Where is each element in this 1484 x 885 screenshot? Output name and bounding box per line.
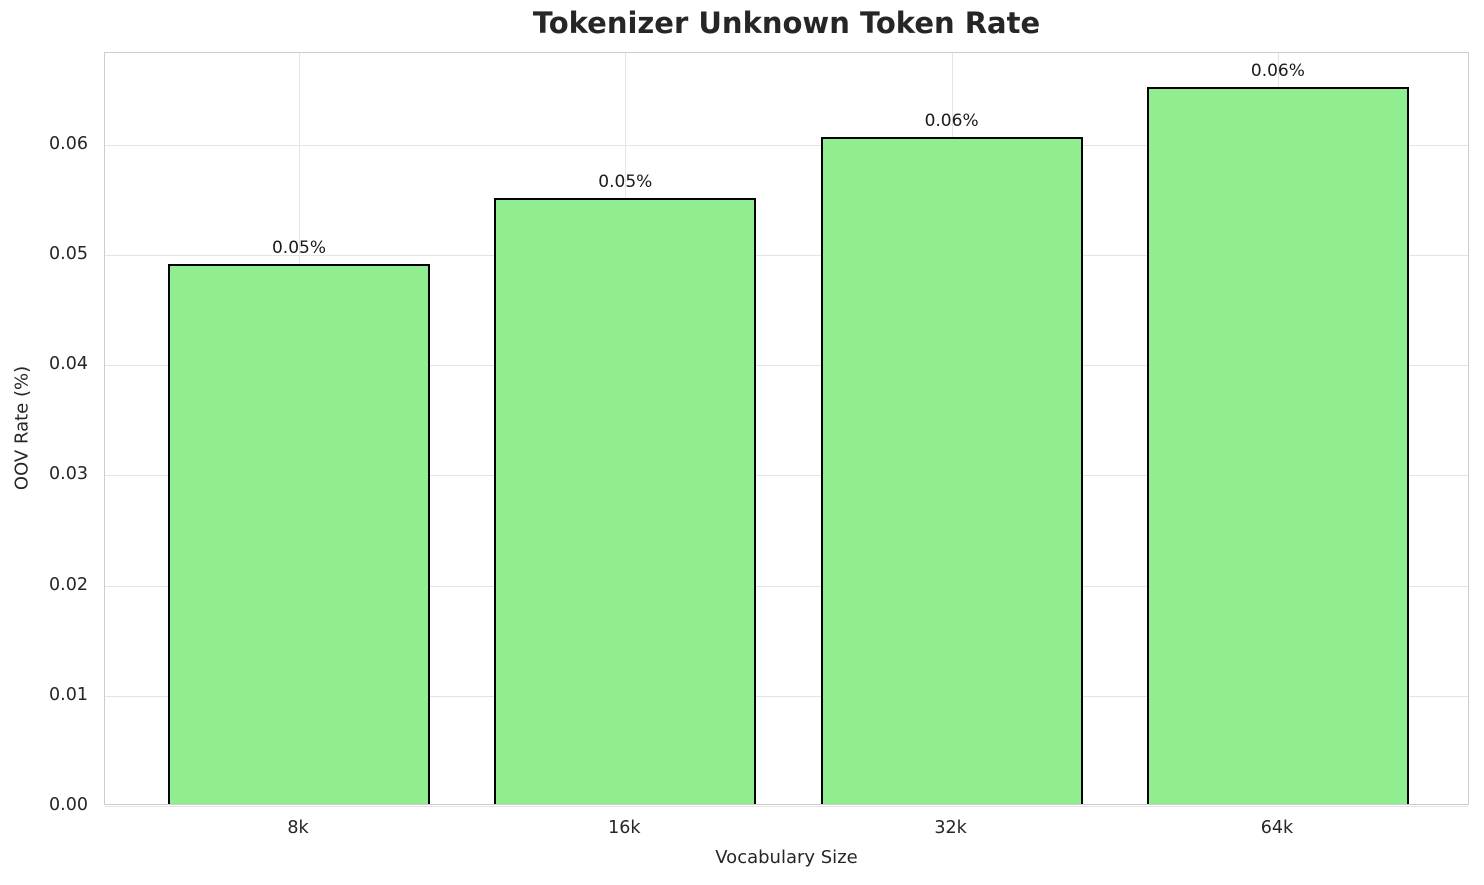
bar-value-label: 0.05% [271,237,327,258]
y-tick-label: 0.06 [49,133,88,154]
gridline-h [105,585,1468,587]
bar-value-label: 0.05% [598,171,653,192]
bar-32k [820,137,1083,804]
y-tick-label: 0.03 [49,464,88,485]
y-tick-label: 0.04 [49,354,88,374]
bar-value-label: 0.06% [924,111,979,131]
gridline-h [105,695,1468,697]
y-tick-label: 0.01 [49,684,88,705]
gridline-h [105,806,1468,807]
y-tick-label: 0.02 [49,574,88,595]
x-tick-label: 32k [934,818,967,838]
y-axis-label: OOV Rate (%) [11,365,33,491]
y-tick-label: 0.05 [49,243,88,264]
x-axis-label: Vocabulary Size [715,847,858,868]
x-tick-label: 64k [1260,818,1294,838]
gridline-h [105,144,1468,146]
x-tick-label: 8k [287,818,309,838]
y-tick-label: 0.00 [49,795,88,815]
bar-value-label: 0.06% [1250,61,1305,82]
bar-16k [494,197,757,804]
bar-8k [168,263,430,804]
gridline-h [105,365,1468,366]
bar-64k [1146,87,1409,804]
gridline-h [105,254,1468,256]
gridline-h [105,475,1468,477]
x-tick-label: 16k [608,818,641,838]
chart-title: Tokenizer Unknown Token Rate [532,6,1041,40]
plot-area: 0.05% 0.05% 0.06% 0.06% [104,52,1469,807]
